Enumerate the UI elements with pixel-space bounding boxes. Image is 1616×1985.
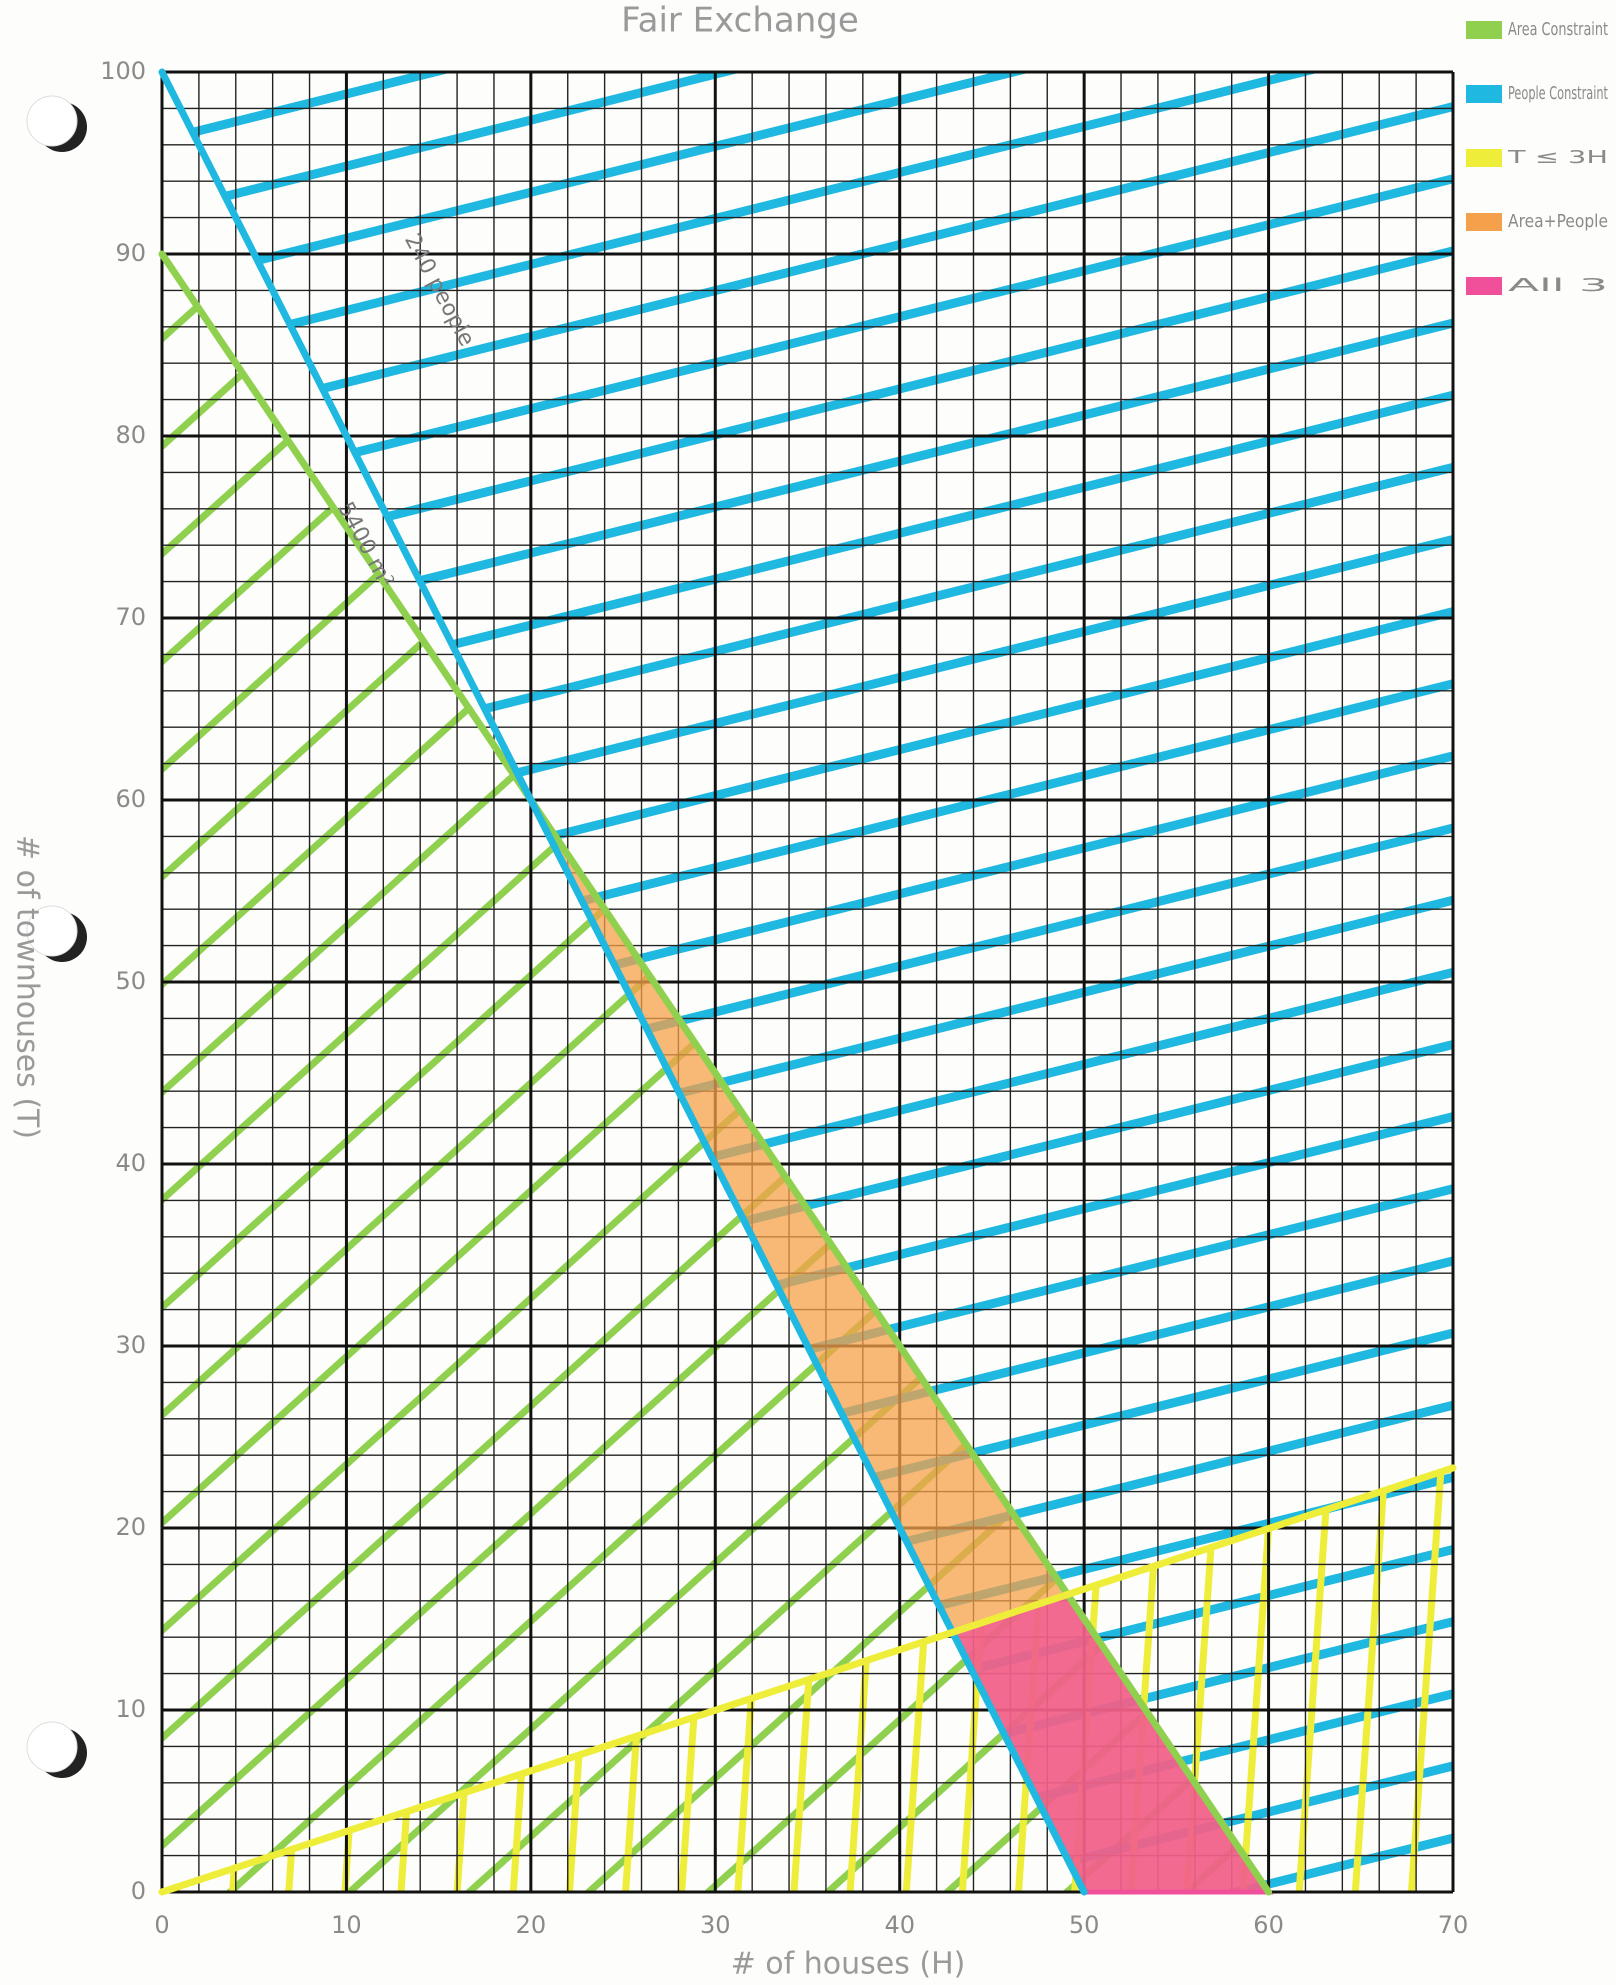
chart-title: Fair Exchange (621, 1, 859, 41)
legend-swatch (1466, 213, 1502, 231)
x-tick-label: 70 (1438, 1911, 1469, 1939)
x-tick-label: 40 (884, 1911, 915, 1939)
y-tick-label: 50 (115, 967, 146, 995)
legend-label: Area Constraint (1508, 19, 1608, 40)
y-tick-label: 20 (115, 1513, 146, 1541)
legend-label: All 3 (1508, 275, 1608, 296)
x-tick-label: 30 (700, 1911, 731, 1939)
y-tick-label: 40 (115, 1149, 146, 1177)
y-tick-label: 100 (100, 57, 146, 85)
y-axis-label: # of townhouses (T) (10, 835, 45, 1139)
chart: 0102030405060708090100010203040506070 24… (0, 0, 1616, 1985)
legend-label: People Constraint (1508, 83, 1608, 104)
y-tick-label: 90 (115, 239, 146, 267)
legend-swatch (1466, 149, 1502, 167)
legend-label: Area+People (1508, 211, 1608, 232)
y-tick-label: 70 (115, 603, 146, 631)
legend-swatch (1466, 21, 1502, 39)
x-axis-label: # of houses (H) (731, 1947, 966, 1982)
y-tick-label: 0 (131, 1877, 146, 1905)
x-tick-label: 10 (331, 1911, 362, 1939)
x-tick-label: 20 (516, 1911, 547, 1939)
legend-swatch (1466, 85, 1502, 103)
y-tick-label: 30 (115, 1331, 146, 1359)
x-tick-label: 50 (1069, 1911, 1100, 1939)
legend-label: T ≤ 3H (1506, 147, 1608, 168)
legend-swatch (1466, 277, 1502, 295)
y-tick-label: 80 (115, 421, 146, 449)
x-tick-label: 60 (1253, 1911, 1284, 1939)
x-tick-label: 0 (154, 1911, 169, 1939)
y-tick-label: 10 (115, 1695, 146, 1723)
y-tick-label: 60 (115, 785, 146, 813)
